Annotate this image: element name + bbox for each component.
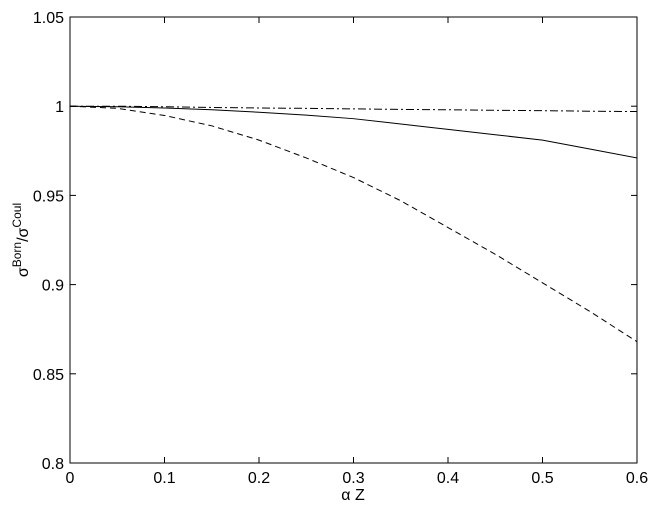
y-label-part: Born [10,242,24,267]
y-axis-label: σBorn/σCoul [10,203,32,277]
x-tick-label: 0.4 [437,470,459,487]
y-tick-label: 1 [55,99,64,116]
y-label-part: /σ [15,227,32,241]
y-tick-label: 0.8 [42,456,64,473]
x-tick-label: 0.5 [531,470,553,487]
line-series [69,105,638,159]
line-series [70,105,638,113]
x-tick-label: 0.3 [342,470,364,487]
x-tick-label: 0.2 [248,470,270,487]
plot-frame [69,16,638,464]
y-label-part: Coul [10,203,24,228]
x-tick-label: 0.1 [153,470,175,487]
x-tick-label: 0.6 [626,470,648,487]
y-tick-label: 0.85 [33,367,64,384]
y-tick-label: 0.9 [42,278,64,295]
y-label-part: σ [15,267,32,277]
x-axis-label: α Z [341,487,365,504]
y-tick-label: 1.05 [33,10,64,27]
line-series [69,105,638,343]
x-tick-label: 0 [66,470,75,487]
y-tick-label: 0.95 [33,188,64,205]
